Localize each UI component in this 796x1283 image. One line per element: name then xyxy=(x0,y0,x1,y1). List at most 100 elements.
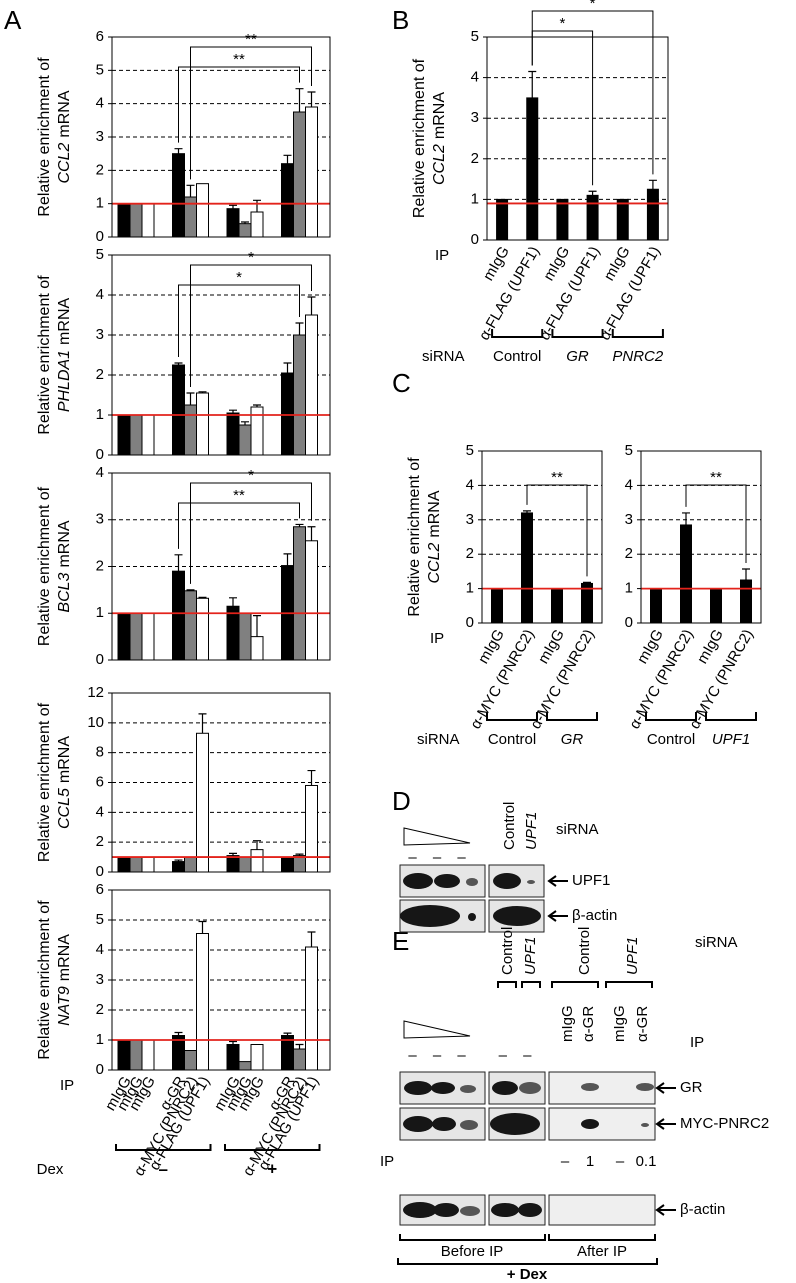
bar xyxy=(250,849,264,873)
bar xyxy=(172,364,185,456)
bar xyxy=(281,856,294,873)
y-tick-label: 4 xyxy=(471,69,479,86)
bar xyxy=(196,183,209,238)
y-tick-label: 5 xyxy=(471,28,479,45)
y-tick-label: 3 xyxy=(96,128,104,145)
dex-group-label: – xyxy=(159,1159,168,1178)
significance-label: ** xyxy=(551,469,563,486)
significance-label: ** xyxy=(245,31,257,48)
error-bar xyxy=(253,199,261,212)
ip-label: IP xyxy=(430,630,444,647)
significance-bracket xyxy=(178,66,300,143)
blot xyxy=(548,1107,656,1141)
band xyxy=(432,1117,456,1131)
error-bar xyxy=(307,769,316,786)
significance-label: ** xyxy=(233,51,245,68)
bar xyxy=(141,856,155,873)
error-bar xyxy=(588,190,597,196)
sirna-group-label: PNRC2 xyxy=(612,348,664,365)
y-tick-label: 4 xyxy=(96,464,104,481)
unit: mRNA xyxy=(56,934,73,981)
y-tick-label: 1 xyxy=(471,190,479,207)
section-label: After IP xyxy=(577,1243,627,1260)
y-tick-label: 4 xyxy=(466,476,474,493)
significance-label: * xyxy=(559,15,565,32)
band xyxy=(518,1203,542,1217)
bar xyxy=(238,223,252,238)
y-tick-label: 0 xyxy=(96,228,104,245)
plot-frame xyxy=(111,472,331,661)
bar xyxy=(281,372,294,456)
gene-name: CCL2 xyxy=(56,143,73,184)
y-tick-label: 6 xyxy=(96,881,104,898)
y-axis-label: CCL2 mRNA xyxy=(56,90,73,183)
bar xyxy=(196,933,209,1071)
unit: mRNA xyxy=(56,736,73,783)
y-tick-label: 1 xyxy=(96,406,104,423)
y-tick-label: 2 xyxy=(96,161,104,178)
error-bar xyxy=(295,1043,304,1049)
y-tick-label: 4 xyxy=(96,941,104,958)
bar xyxy=(238,856,252,873)
error-bar xyxy=(198,596,207,599)
bar xyxy=(226,605,240,661)
bar xyxy=(184,404,197,456)
bar xyxy=(646,188,659,241)
bar xyxy=(710,588,722,624)
panel-letter: C xyxy=(392,368,411,398)
significance-bracket xyxy=(178,502,300,549)
lane-dashes: – – – xyxy=(408,1047,471,1064)
gene-name: PHLDA1 xyxy=(56,350,73,412)
significance-bracket xyxy=(685,484,747,563)
group-bracket xyxy=(486,712,538,721)
significance-bracket xyxy=(531,30,594,186)
sirna-label: siRNA xyxy=(556,821,599,838)
y-tick-label: 8 xyxy=(96,744,104,761)
bar xyxy=(293,1048,306,1071)
y-tick-label: 3 xyxy=(466,511,474,528)
bar xyxy=(616,198,629,241)
error-bar xyxy=(174,1031,183,1036)
bar xyxy=(281,163,294,238)
error-bar xyxy=(186,589,195,591)
error-bar xyxy=(229,1040,237,1045)
y-tick-label: 3 xyxy=(96,971,104,988)
error-bar xyxy=(253,614,261,637)
ip-label: IP xyxy=(435,247,449,264)
band xyxy=(403,1116,433,1132)
sirna-group-label: Control xyxy=(488,731,536,748)
y-axis-label: CCL2 mRNA xyxy=(431,92,448,185)
plot-frame xyxy=(486,36,669,241)
bar xyxy=(305,946,318,1071)
sirna-group-label: Control xyxy=(493,348,541,365)
ip-row-label: IP xyxy=(380,1153,394,1170)
error-bar xyxy=(307,526,316,541)
y-axis-label: BCL3 mRNA xyxy=(56,520,73,612)
dex-group-label: + xyxy=(267,1159,277,1178)
arrow xyxy=(547,910,568,922)
error-bar xyxy=(295,523,304,527)
bar xyxy=(551,588,563,624)
bar xyxy=(117,612,131,661)
bar xyxy=(556,198,569,241)
bar xyxy=(196,597,209,661)
group-bracket xyxy=(645,712,697,721)
bar xyxy=(141,203,155,238)
unit: mRNA xyxy=(56,297,73,344)
bar xyxy=(238,424,252,456)
y-tick-label: 3 xyxy=(625,511,633,528)
error-bar xyxy=(583,581,591,584)
y-tick-label: 0 xyxy=(96,1061,104,1078)
band xyxy=(403,873,433,889)
error-bar xyxy=(229,597,237,607)
panel-letter: B xyxy=(392,5,409,35)
band xyxy=(519,1082,541,1094)
y-tick-label: 0 xyxy=(625,614,633,631)
panel-letter: A xyxy=(4,5,22,35)
bar xyxy=(141,1039,155,1071)
error-bar xyxy=(283,362,292,373)
ip-lane-label: α-GR xyxy=(634,1006,651,1042)
bar xyxy=(141,612,155,661)
y-tick-label: 2 xyxy=(96,1001,104,1018)
y-tick-label: 6 xyxy=(96,773,104,790)
